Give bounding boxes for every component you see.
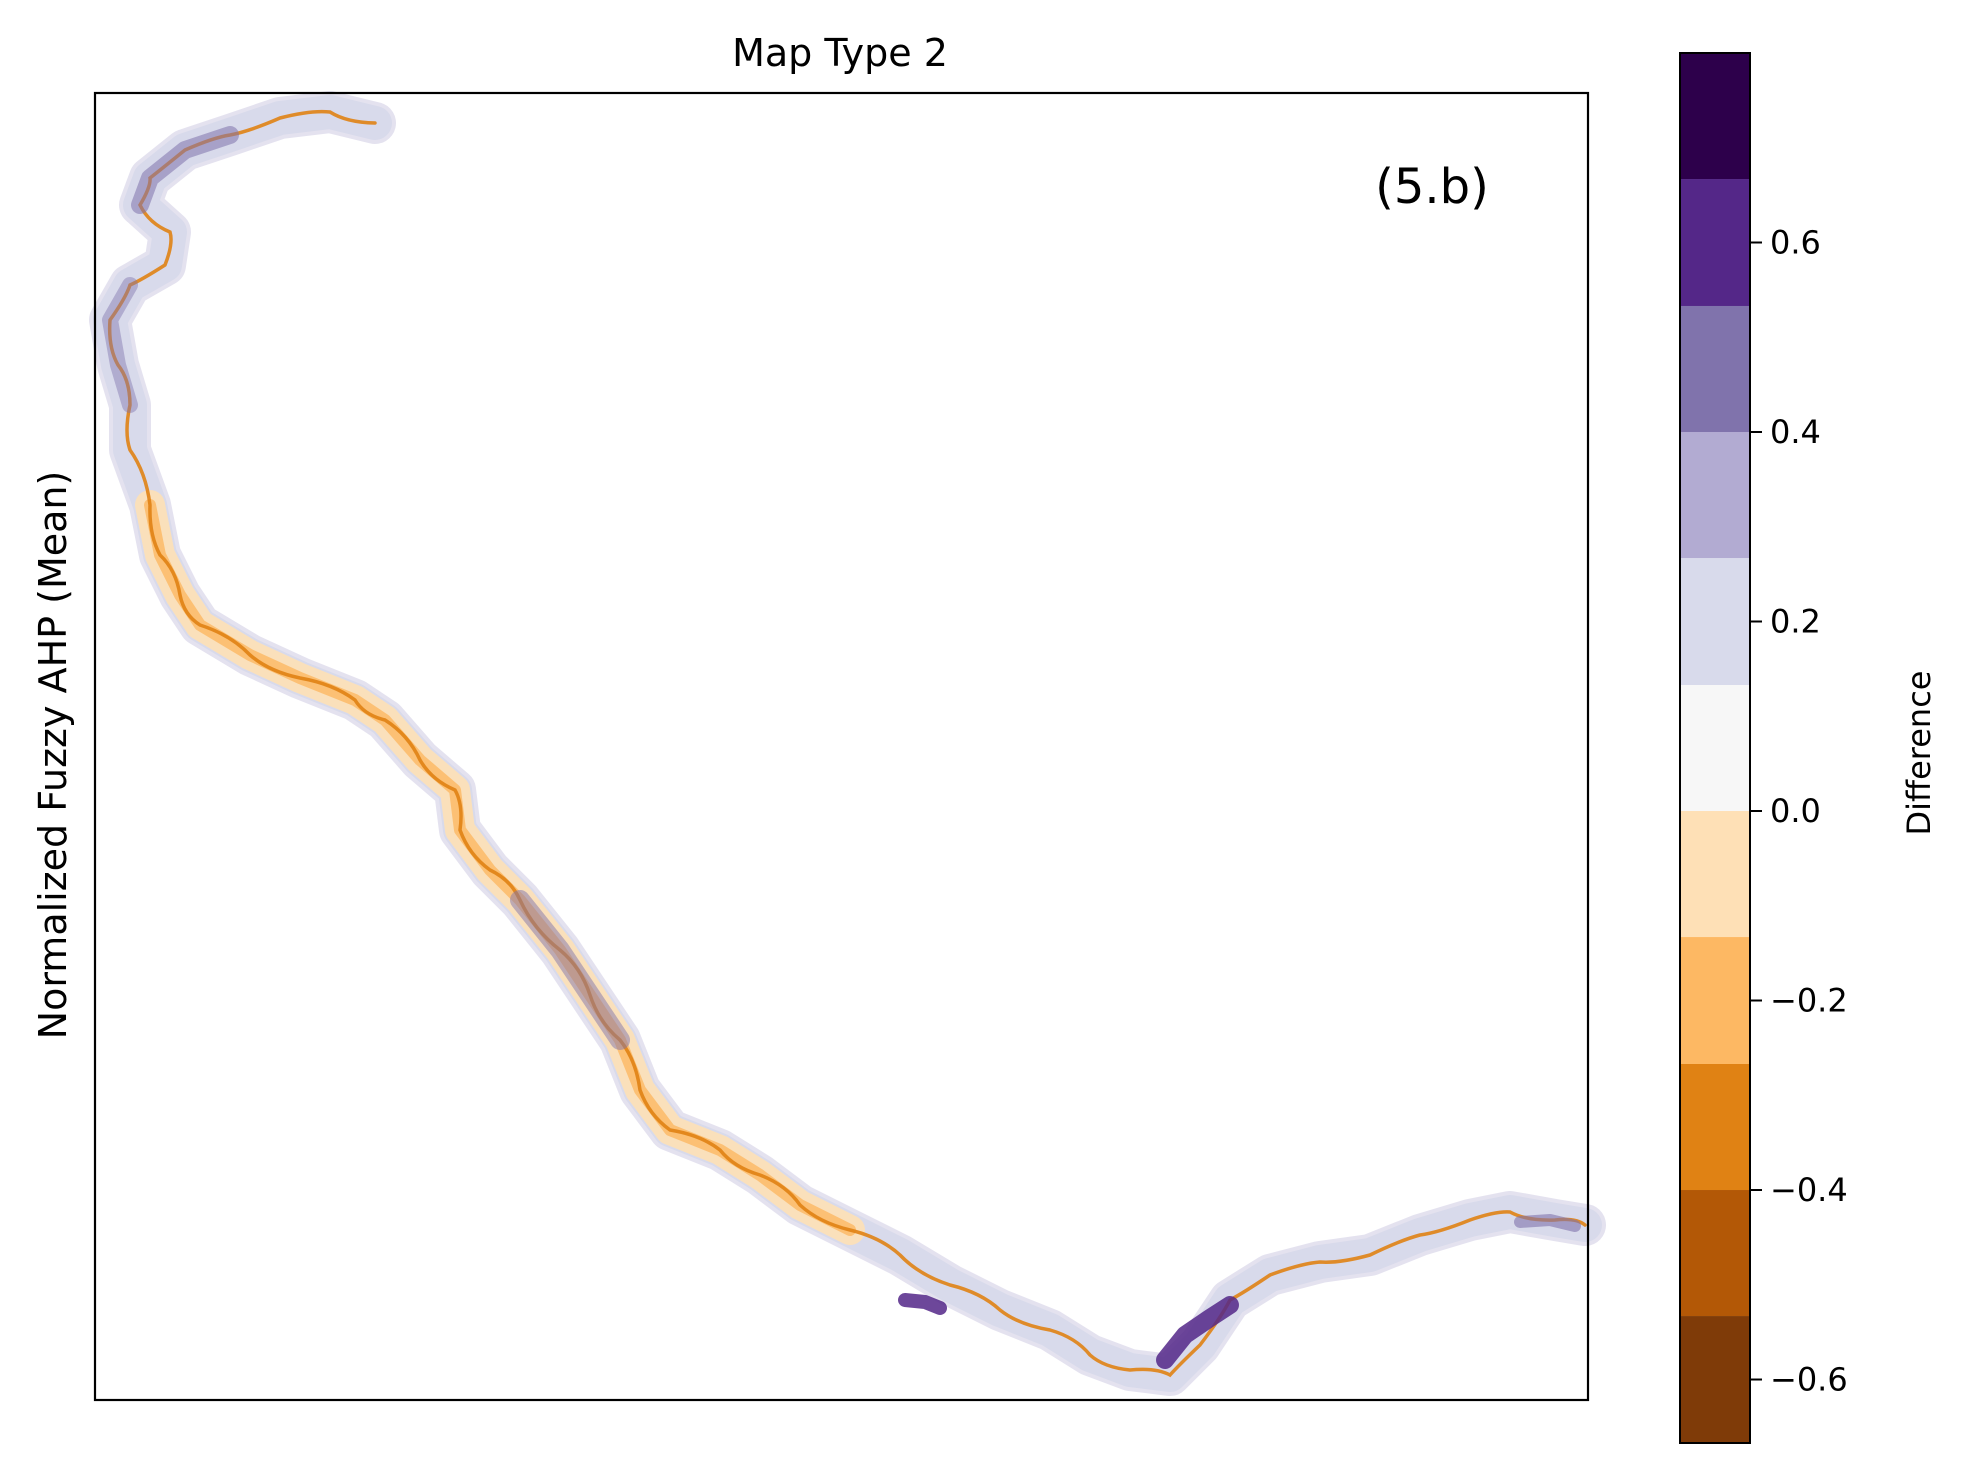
colorbar-tick-label-1: 0.4: [1770, 413, 1821, 451]
river-purple-patch-4: [1156, 1296, 1239, 1369]
colorbar-label: Difference: [1900, 671, 1938, 836]
colorbar-tick-label-2: 0.2: [1770, 603, 1821, 641]
river-purple-patch-3: [898, 1293, 947, 1315]
river-purple-patch-5: [1514, 1214, 1581, 1232]
colorbar-tick-label-5: −0.4: [1770, 1171, 1848, 1209]
colorbar-ticks: 0.6 0.4 0.2 0.0 −0.2 −0.4 −0.6: [1750, 224, 1848, 1399]
panel-label: (5.b): [1375, 159, 1489, 215]
colorbar-bin-8: [1680, 305, 1750, 433]
colorbar-bin-0: [1680, 1316, 1750, 1443]
colorbar-bin-10: [1680, 53, 1750, 180]
colorbar-tick-label-0: 0.6: [1770, 224, 1821, 262]
river-purple-patch-2: [510, 890, 630, 1050]
colorbar-bin-4: [1680, 811, 1750, 938]
colorbar-bin-2: [1680, 1063, 1750, 1191]
colorbar-tick-label-6: −0.6: [1770, 1361, 1848, 1399]
colorbar-bin-5: [1680, 684, 1750, 812]
colorbar-tick-label-3: 0.0: [1770, 792, 1821, 830]
colorbar-bin-9: [1680, 179, 1750, 306]
river-purple-patch-0: [131, 126, 239, 214]
colorbar-bin-7: [1680, 432, 1750, 559]
river-corridor: [89, 91, 1606, 1396]
river-orange-core: [144, 499, 856, 1236]
colorbar-bin-1: [1680, 1190, 1750, 1317]
colorbar-bins: [1680, 53, 1750, 1443]
colorbar-bin-6: [1680, 558, 1750, 685]
river-purple-patch-1: [102, 277, 138, 413]
colorbar: 0.6 0.4 0.2 0.0 −0.2 −0.4 −0.6 Difference: [1679, 52, 1938, 1444]
colorbar-tick-label-4: −0.2: [1770, 982, 1848, 1020]
colorbar-bin-3: [1680, 937, 1750, 1064]
y-axis-label: Normalized Fuzzy AHP (Mean): [31, 471, 75, 1040]
map-axes: [89, 91, 1606, 1402]
map-title: Map Type 2: [732, 31, 948, 75]
